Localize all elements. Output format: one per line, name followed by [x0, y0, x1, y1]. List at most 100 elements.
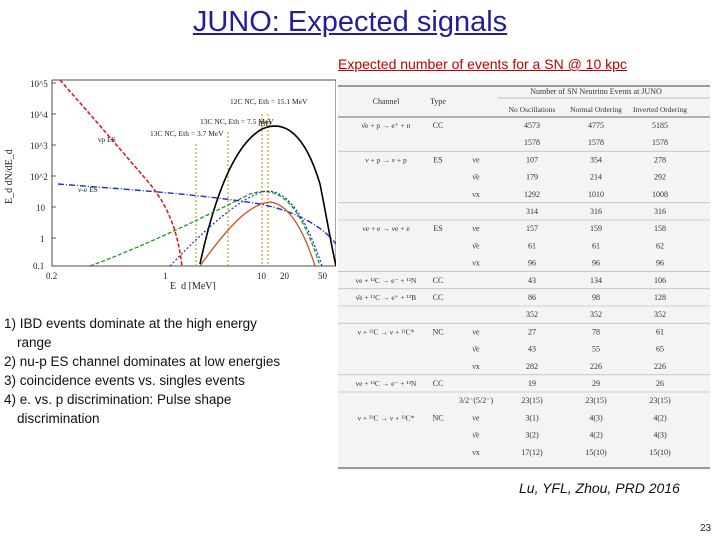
- table-cell: νe + ¹³C → e⁻ + ¹³N: [356, 379, 417, 388]
- table-cell: ν̄e: [472, 431, 480, 440]
- y-tick-label: 1: [40, 234, 45, 244]
- table-cell: 352: [526, 310, 538, 319]
- table-cell: 26: [656, 379, 664, 388]
- table-cell: 226: [590, 362, 602, 371]
- y-tick-labels: 10^5 10^4 10^3 10^2 10 1 0.1: [30, 79, 48, 271]
- table-cell: ES: [433, 155, 442, 164]
- table-cell: 65: [656, 345, 664, 354]
- table-cell: 1578: [588, 138, 604, 147]
- table-header: Type: [430, 97, 446, 106]
- table-cell: 107: [526, 155, 538, 164]
- table-cell: νx: [472, 448, 480, 457]
- x-tick-label: 50: [318, 271, 328, 281]
- table-cell: 27: [528, 327, 536, 336]
- table-cell: 96: [592, 259, 600, 268]
- table-cell: CC: [433, 121, 444, 130]
- table-cell: 3(1): [525, 413, 539, 422]
- plot-annotation: 13C NC, Eth = 7.5 MeV: [200, 117, 274, 126]
- x-tick-labels: 0.2 1 10 20 50: [46, 271, 328, 281]
- table-cell: 278: [654, 155, 666, 164]
- table-cell: 1008: [652, 190, 668, 199]
- table-cell: 157: [526, 224, 538, 233]
- table-cell: NC: [432, 413, 443, 422]
- x-tick-label: 1: [163, 271, 168, 281]
- table-cell: 159: [590, 224, 602, 233]
- table-cell: 96: [656, 259, 664, 268]
- table-cell: 1292: [524, 190, 540, 199]
- plot-annotation: IBD: [258, 119, 272, 128]
- plot-annotation: ν-e ES: [78, 185, 98, 194]
- plot-annotation: 12C NC, Eth = 15.1 MeV: [230, 97, 308, 106]
- y-tick-label: 10^5: [30, 79, 48, 89]
- table-cell: 4(2): [653, 413, 667, 422]
- table-cell: 15(10): [585, 448, 607, 457]
- y-tick-label: 10: [36, 203, 46, 213]
- table-cell: 19: [528, 379, 536, 388]
- table-cell: ES: [433, 224, 442, 233]
- table-cell: 61: [656, 327, 664, 336]
- table-cell: 4573: [524, 121, 540, 130]
- spectrum-plot: 10^5 10^4 10^3 10^2 10 1 0.1 0.2 1 10 20…: [0, 74, 337, 292]
- table-cell: 23(15): [521, 396, 543, 405]
- table-cell: 226: [654, 362, 666, 371]
- y-tick-label: 10^2: [30, 172, 48, 182]
- table-cell: 314: [526, 207, 538, 216]
- table-cell: 23(15): [649, 396, 671, 405]
- table-cell: 4(3): [589, 413, 603, 422]
- table-cell: 158: [654, 224, 666, 233]
- table-cell: 3(2): [525, 431, 539, 440]
- table-cell: νx: [472, 362, 480, 371]
- table-cell: 4775: [588, 121, 604, 130]
- table-cell: 179: [526, 173, 538, 182]
- y-tick-label: 10^4: [30, 110, 48, 120]
- table-cell: νe: [472, 155, 480, 164]
- table-cell: 4(2): [589, 431, 603, 440]
- table-cell: 96: [528, 259, 536, 268]
- note-item: range: [17, 335, 52, 350]
- threshold-lines: [195, 114, 269, 266]
- table-cell: 292: [654, 173, 666, 182]
- table-cell: 1578: [524, 138, 540, 147]
- slide-title: JUNO: Expected signals: [192, 6, 508, 38]
- table-header: Normal Ordering: [570, 105, 622, 114]
- table-cell: νe + ¹²C → e⁻ + ¹²N: [356, 276, 417, 285]
- table-cell: 61: [592, 241, 600, 250]
- slide-subtitle: Expected number of events for a SN @ 10 …: [338, 56, 627, 72]
- note-item: 1) IBD events dominate at the high energ…: [4, 316, 257, 331]
- table-cell: 134: [590, 276, 602, 285]
- table-header: Inverted Ordering: [633, 105, 687, 114]
- table-cell: 61: [528, 241, 536, 250]
- table-header: Channel: [373, 97, 400, 106]
- table-cell: 17(12): [521, 448, 543, 457]
- table-cell: ν + p → ν + p: [365, 155, 407, 164]
- table-cell: 1578: [652, 138, 668, 147]
- note-item: discrimination: [17, 411, 100, 426]
- table-cell: νe: [472, 413, 480, 422]
- reference-citation: Lu, YFL, Zhou, PRD 2016: [519, 480, 680, 496]
- table-cell: 98: [592, 293, 600, 302]
- table-header-group: Number of SN Neutrino Events at JUNO: [530, 87, 662, 96]
- table-cell: 23(15): [585, 396, 607, 405]
- table-cell: 29: [592, 379, 600, 388]
- table-header: No Oscillations: [509, 105, 556, 114]
- note-item: 3) coincidence events vs. singles events: [4, 373, 245, 388]
- table-cell: 86: [528, 293, 536, 302]
- x-tick-label: 10: [257, 271, 267, 281]
- table-cell: 43: [528, 276, 536, 285]
- table-cell: ν̄e + ¹²C → e⁺ + ¹²B: [356, 293, 416, 302]
- nu-p-es-curve: [59, 79, 183, 267]
- x-tick-label: 0.2: [46, 271, 57, 281]
- table-cell: ν̄e + p → e⁺ + n: [362, 121, 411, 130]
- table-cell: 354: [590, 155, 602, 164]
- table-cell: νe: [472, 224, 480, 233]
- table-cell: 1010: [588, 190, 604, 199]
- plot-annotation: 13C NC, Eth = 3.7 MeV: [150, 129, 224, 138]
- x-tick-label: 20: [280, 271, 290, 281]
- table-cell: ν̄e: [472, 173, 480, 182]
- notes-list: 1) IBD events dominate at the high energ…: [4, 314, 340, 428]
- table-cell: ν̄e: [472, 241, 480, 250]
- table-cell: 43: [528, 345, 536, 354]
- table-cell: ν + ¹³C → ν + ¹³C*: [358, 413, 415, 422]
- events-table: Number of SN Neutrino Events at JUNO Cha…: [338, 80, 710, 470]
- nu-e-es-curve: [57, 183, 337, 245]
